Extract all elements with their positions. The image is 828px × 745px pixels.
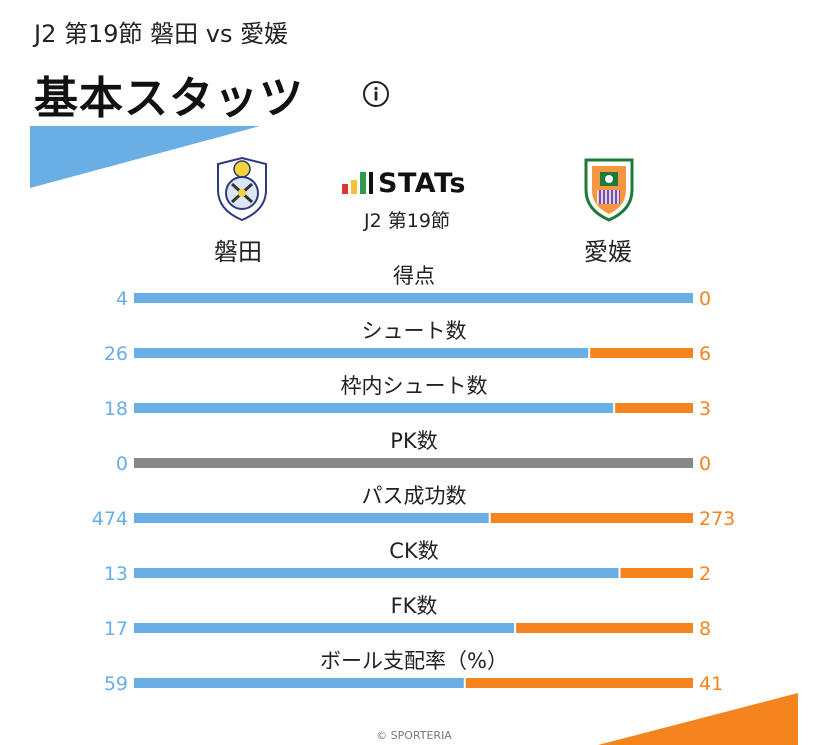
away-bar xyxy=(490,513,693,523)
decorative-orange-triangle xyxy=(598,693,798,745)
page-title: 基本スタッツ xyxy=(34,73,304,124)
brand-logo: STATs xyxy=(340,167,466,199)
round-label: J2 第19節 xyxy=(364,210,450,232)
away-value: 0 xyxy=(699,453,711,475)
decorative-blue-triangle xyxy=(30,126,260,188)
home-value: 18 xyxy=(104,398,128,420)
stat-label: 得点 xyxy=(393,264,435,288)
match-subtitle: J2 第19節 磐田 vs 愛媛 xyxy=(34,20,289,48)
away-value: 0 xyxy=(699,288,711,310)
stat-label: シュート数 xyxy=(362,319,467,343)
away-value: 41 xyxy=(699,673,723,695)
away-bar xyxy=(465,678,693,688)
away-bar xyxy=(620,568,693,578)
away-bar xyxy=(615,403,693,413)
away-value: 273 xyxy=(699,508,735,530)
home-value: 26 xyxy=(104,343,128,365)
home-bar xyxy=(134,623,515,633)
away-team-name: 愛媛 xyxy=(584,238,632,266)
home-bar xyxy=(134,293,693,303)
home-value: 474 xyxy=(92,508,128,530)
home-team-name: 磐田 xyxy=(214,238,262,266)
info-icon[interactable] xyxy=(362,80,390,108)
home-value: 59 xyxy=(104,673,128,695)
away-team-crest-icon xyxy=(584,158,634,222)
home-value: 0 xyxy=(116,453,128,475)
stat-label: PK数 xyxy=(390,429,437,453)
home-bar xyxy=(134,513,489,523)
stat-label: パス成功数 xyxy=(362,484,467,508)
home-bar xyxy=(134,348,589,358)
home-value: 13 xyxy=(104,563,128,585)
home-bar xyxy=(134,403,614,413)
away-value: 8 xyxy=(699,618,711,640)
home-team-crest-icon xyxy=(217,156,267,222)
home-value: 17 xyxy=(104,618,128,640)
home-bar xyxy=(134,568,619,578)
brand-name: STATs xyxy=(378,167,466,199)
stats-logo-icon xyxy=(342,172,373,194)
home-bar xyxy=(134,678,464,688)
away-bar xyxy=(516,623,693,633)
away-value: 6 xyxy=(699,343,711,365)
away-value: 3 xyxy=(699,398,711,420)
stat-label: 枠内シュート数 xyxy=(341,374,488,398)
stat-label: ボール支配率（%） xyxy=(320,649,508,673)
home-value: 4 xyxy=(116,288,128,310)
stat-label: FK数 xyxy=(391,594,438,618)
copyright-text: © SPORTERIA xyxy=(376,729,452,742)
stat-bar-empty xyxy=(134,458,693,468)
away-value: 2 xyxy=(699,563,711,585)
stat-label: CK数 xyxy=(389,539,438,563)
away-bar xyxy=(590,348,693,358)
